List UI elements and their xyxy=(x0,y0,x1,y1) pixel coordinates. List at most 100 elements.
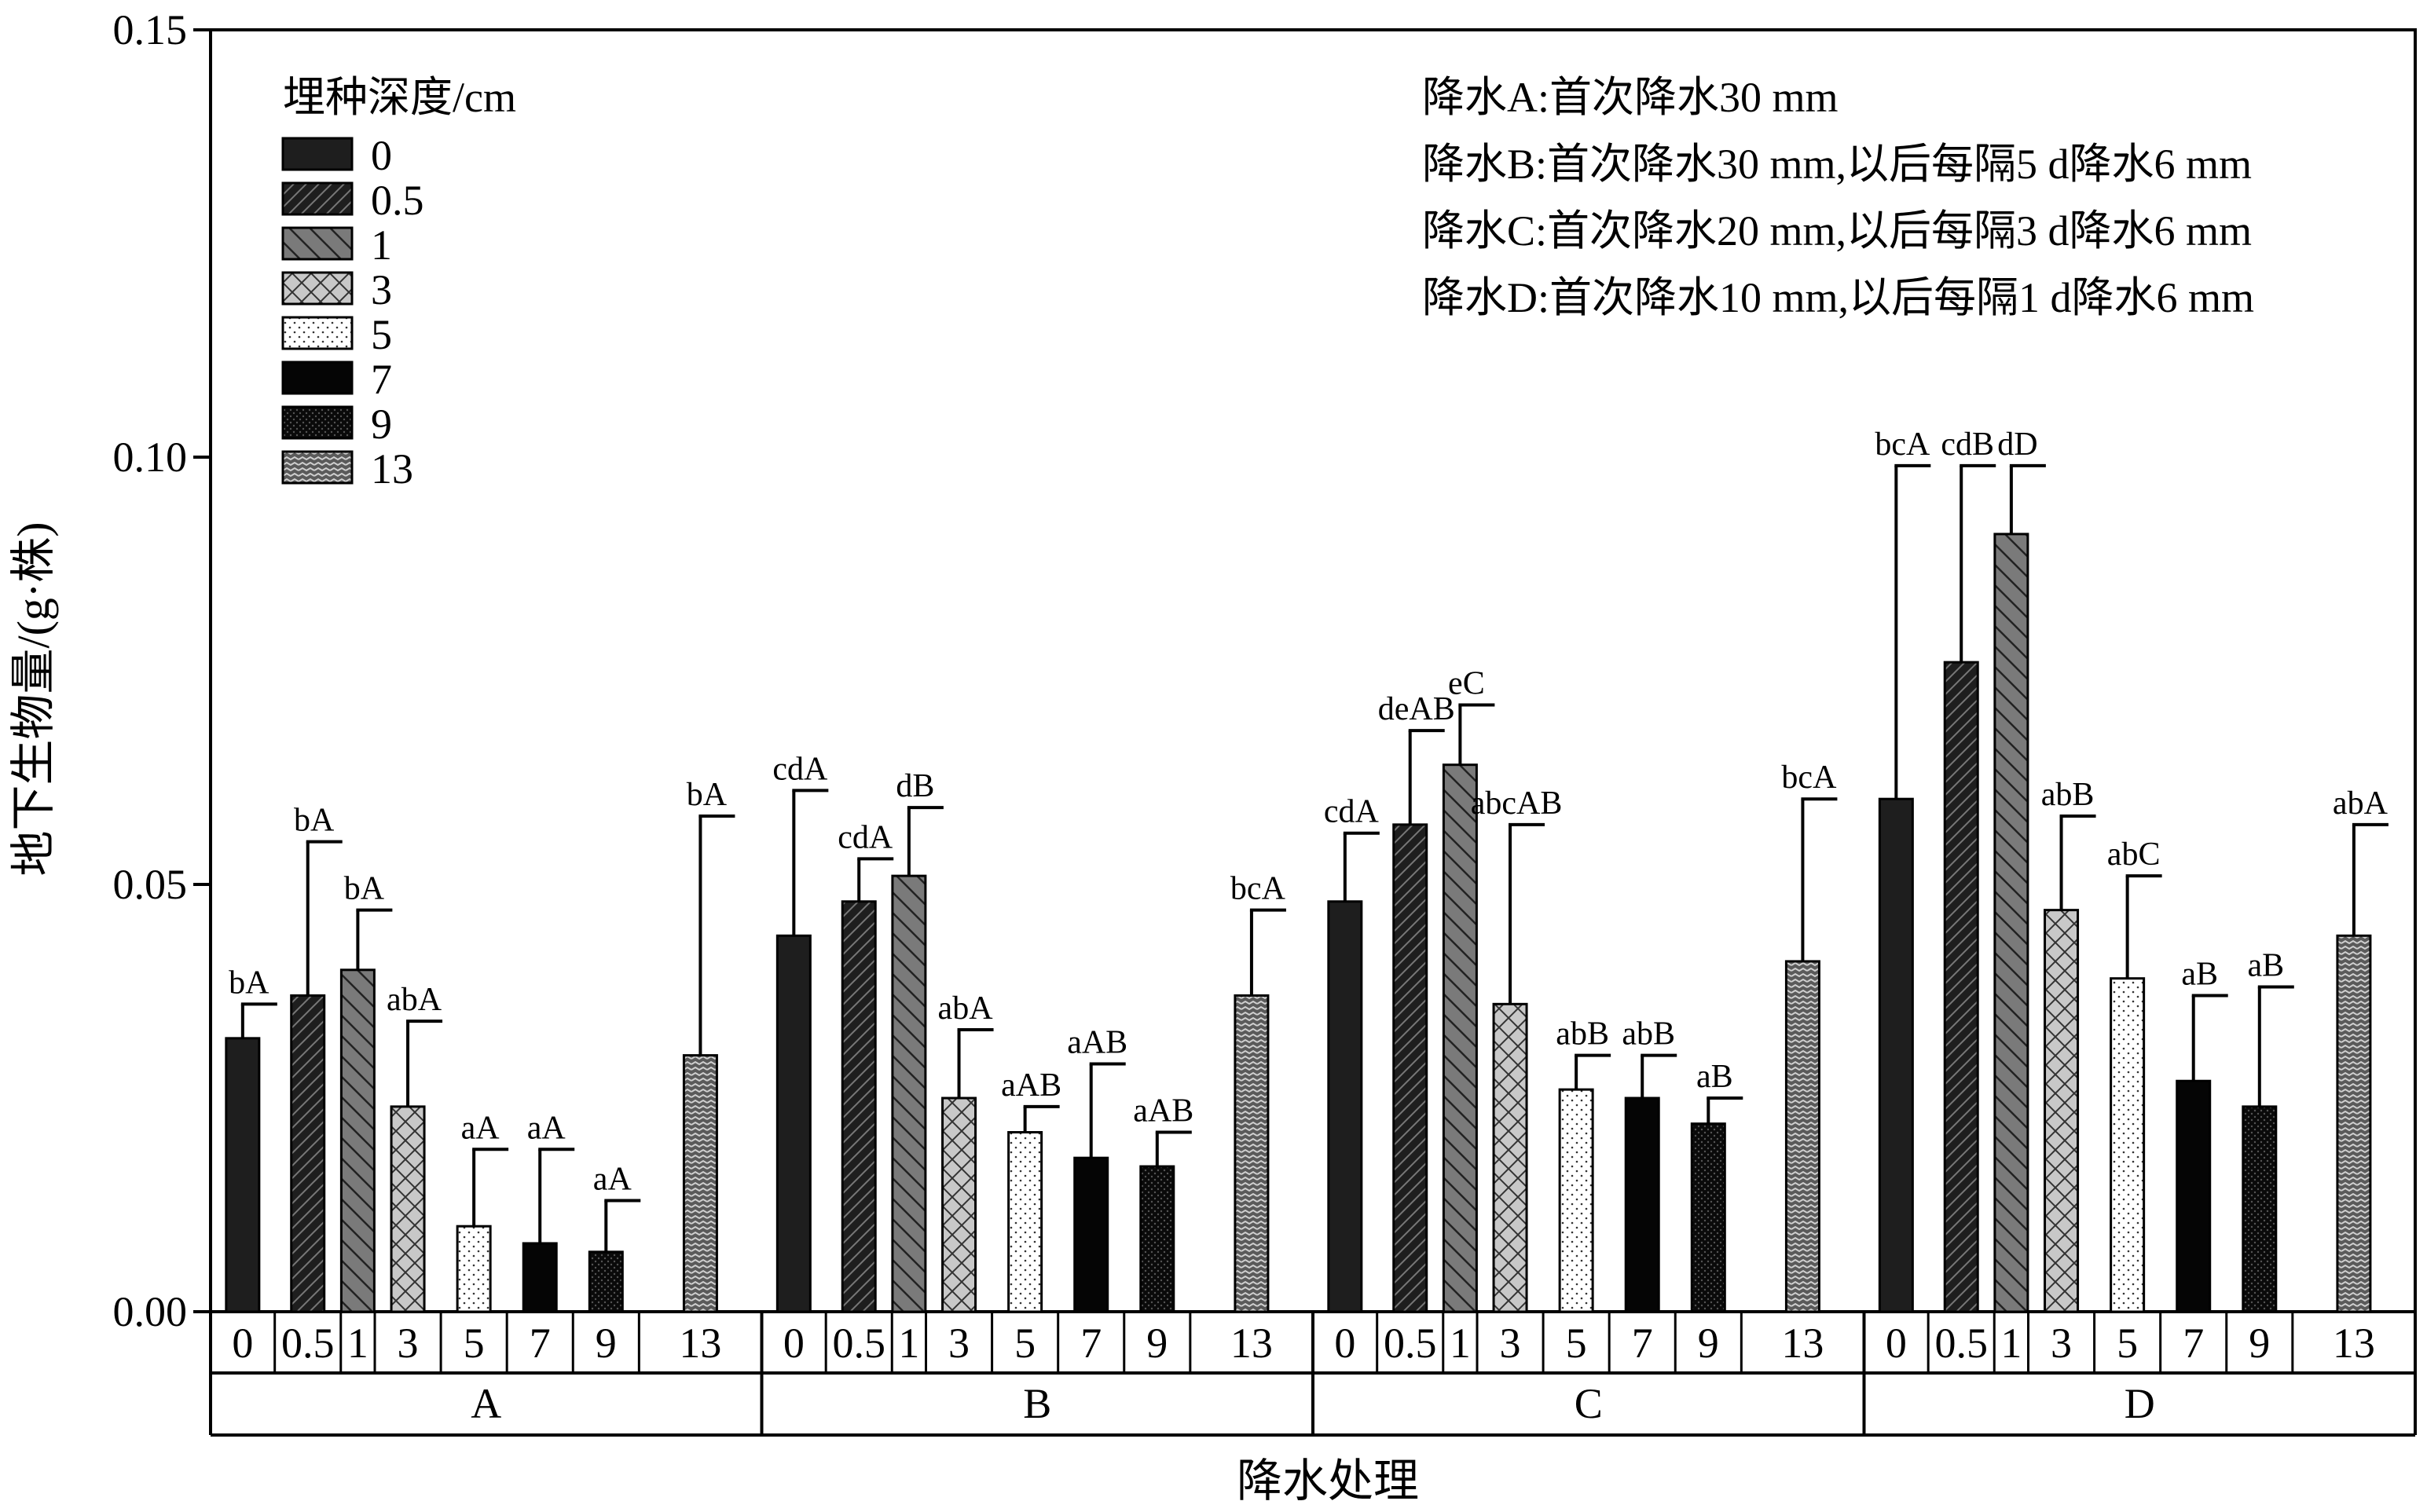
bar xyxy=(1234,994,1270,1313)
annotation-notes: 降水A:首次降水30 mm 降水B:首次降水30 mm,以后每隔5 d降水6 m… xyxy=(1422,74,2254,321)
category-label: 9 xyxy=(1146,1320,1168,1367)
data-label: eC xyxy=(1448,666,1485,702)
bar xyxy=(390,1105,426,1313)
data-label: bcA xyxy=(1875,427,1930,463)
bar xyxy=(682,1054,718,1313)
bar xyxy=(1073,1156,1109,1313)
data-label: bA xyxy=(294,803,335,839)
category-label: 0.5 xyxy=(1384,1320,1437,1367)
bar xyxy=(588,1250,624,1313)
data-label: abB xyxy=(1622,1016,1675,1053)
legend-title: 埋种深度/cm xyxy=(283,74,516,121)
data-label: abC xyxy=(2107,837,2161,873)
category-label: 0.5 xyxy=(832,1320,885,1367)
bar xyxy=(1392,823,1428,1313)
bar xyxy=(1327,900,1363,1313)
category-label: 0.5 xyxy=(281,1320,335,1367)
data-label: abB xyxy=(1556,1016,1609,1053)
data-label: bcA xyxy=(1230,871,1286,907)
legend-entry: 7 xyxy=(371,356,392,403)
y-tick-label: 0.10 xyxy=(113,434,188,481)
category-label: 0.5 xyxy=(1934,1320,1988,1367)
data-label: aA xyxy=(527,1110,566,1146)
category-label: 3 xyxy=(1500,1320,1521,1367)
legend-swatch xyxy=(281,450,354,485)
bar xyxy=(1784,960,1820,1313)
data-label: bA xyxy=(344,871,385,907)
category-label: 9 xyxy=(2249,1320,2270,1367)
legend-swatch xyxy=(281,181,354,216)
note-d: 降水D:首次降水10 mm,以后每隔1 d降水6 mm xyxy=(1422,274,2254,321)
bar-group-D: bcA cdB dD abB abC aB aB abA xyxy=(1875,427,2389,1313)
bar xyxy=(2176,1079,2212,1313)
legend-entry: 0.5 xyxy=(371,177,424,224)
data-label: dB xyxy=(896,768,934,804)
data-label: abcAB xyxy=(1471,785,1563,822)
category-label: 5 xyxy=(1566,1320,1587,1367)
group-label: A xyxy=(471,1380,501,1427)
bar xyxy=(1624,1096,1660,1313)
data-label: aB xyxy=(2247,948,2284,984)
bar xyxy=(456,1225,492,1313)
bar xyxy=(339,968,376,1313)
category-label: 7 xyxy=(1632,1320,1653,1367)
category-label: 5 xyxy=(1014,1320,1036,1367)
category-label: 13 xyxy=(679,1320,721,1367)
data-label: bcA xyxy=(1781,760,1837,796)
category-label: 5 xyxy=(2117,1320,2138,1367)
bar xyxy=(1007,1131,1043,1313)
x-axis-title: 降水处理 xyxy=(1237,1455,1419,1507)
legend-entry: 0 xyxy=(371,132,392,179)
data-label: bA xyxy=(229,965,269,1001)
category-label: 1 xyxy=(1450,1320,1471,1367)
data-label: aA xyxy=(461,1110,500,1146)
legend-swatch xyxy=(281,271,354,306)
category-label: 3 xyxy=(948,1320,970,1367)
bar xyxy=(1558,1088,1594,1313)
data-label: aB xyxy=(1696,1059,1733,1095)
note-c: 降水C:首次降水20 mm,以后每隔3 d降水6 mm xyxy=(1422,207,2252,254)
bar xyxy=(2336,934,2372,1313)
y-axis-title: 地下生物量/(g·株) xyxy=(8,522,59,876)
category-label: 0 xyxy=(1886,1320,1907,1367)
bar xyxy=(1492,1002,1528,1313)
data-label: aAB xyxy=(1067,1024,1127,1060)
category-label: 0 xyxy=(783,1320,805,1367)
category-label: 7 xyxy=(2183,1320,2204,1367)
bar xyxy=(290,994,326,1313)
legend-entry: 3 xyxy=(371,266,392,313)
legend-entry: 1 xyxy=(371,221,392,269)
bar xyxy=(891,874,927,1313)
data-label: cdB xyxy=(1941,427,1994,463)
legend-swatch xyxy=(281,137,354,171)
bar xyxy=(2242,1105,2278,1313)
bar xyxy=(1442,763,1478,1313)
group-label: B xyxy=(1023,1380,1051,1427)
y-tick-label: 0.15 xyxy=(113,6,188,53)
bar xyxy=(2044,909,2080,1313)
legend-swatch xyxy=(281,405,354,440)
y-axis: 0.00 0.05 0.10 0.15 xyxy=(113,6,211,1335)
bar xyxy=(1139,1165,1175,1313)
y-tick-label: 0.05 xyxy=(113,861,188,908)
bar xyxy=(775,934,812,1313)
data-label: aAB xyxy=(1001,1067,1061,1104)
y-tick-label: 0.00 xyxy=(113,1288,188,1335)
category-label: 13 xyxy=(2333,1320,2375,1367)
category-label: 9 xyxy=(1698,1320,1719,1367)
legend-swatch xyxy=(281,226,354,261)
bar xyxy=(941,1096,977,1313)
group-label: C xyxy=(1575,1380,1603,1427)
note-b: 降水B:首次降水30 mm,以后每隔5 d降水6 mm xyxy=(1422,141,2252,188)
legend-swatch xyxy=(281,361,354,395)
data-label: aB xyxy=(2181,956,2218,992)
data-label: abB xyxy=(2041,777,2095,813)
data-label: aAB xyxy=(1133,1093,1193,1129)
legend-entry: 5 xyxy=(371,311,392,358)
data-label: cdA xyxy=(838,819,893,855)
